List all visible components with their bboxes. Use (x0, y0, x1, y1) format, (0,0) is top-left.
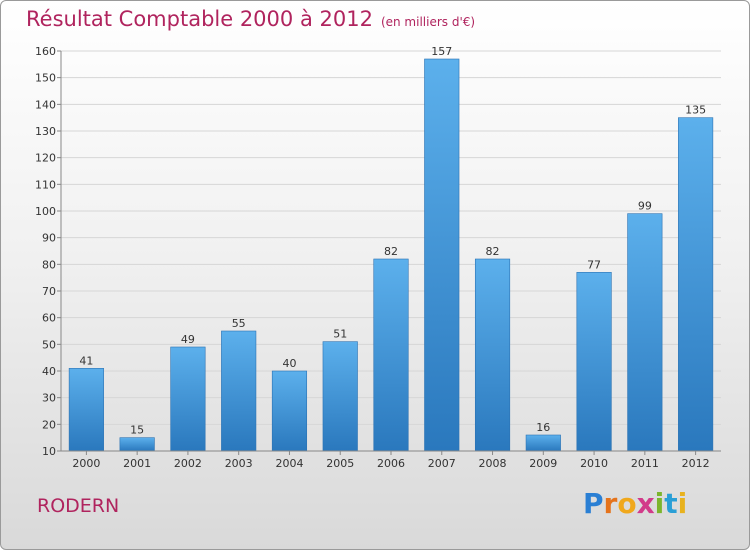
y-tick-label: 140 (35, 98, 56, 111)
x-tick-label: 2012 (682, 457, 710, 470)
logo-letter: i (654, 487, 665, 520)
y-tick-label: 160 (35, 45, 56, 58)
data-label-2005: 51 (333, 328, 347, 341)
logo-letter: r (603, 487, 618, 520)
data-label-2007: 157 (431, 45, 452, 58)
bars: 41 15 49 55 40 51 82 157 82 16 77 99 135 (68, 45, 714, 452)
chart-subtitle: (en milliers d'€) (380, 15, 476, 29)
bar-2009 (525, 434, 561, 452)
data-label-2003: 55 (232, 317, 246, 330)
bar-2010 (576, 272, 612, 452)
x-tick-label: 2004 (275, 457, 303, 470)
chart-title: Résultat Comptable 2000 à 2012 (en millie… (26, 7, 475, 31)
logo-letter: x (636, 487, 655, 520)
y-tick-label: 10 (42, 445, 56, 458)
bar-2005 (322, 341, 358, 452)
y-tick-label: 70 (42, 285, 56, 298)
x-tick-label: 2005 (326, 457, 354, 470)
bar-2012 (678, 117, 714, 452)
bar-2000 (68, 368, 104, 452)
title-text: Résultat Comptable 2000 à 2012 (26, 7, 373, 31)
bar-2004 (271, 370, 308, 452)
y-tick-label: 20 (42, 418, 56, 431)
logo-letter: o (617, 487, 637, 520)
x-tick-label: 2010 (580, 457, 608, 470)
x-tick-label: 2007 (428, 457, 456, 470)
x-tick-label: 2006 (377, 457, 405, 470)
logo-letter: P (583, 487, 604, 520)
data-label-2011: 99 (638, 200, 652, 213)
x-tick-label: 2009 (529, 457, 557, 470)
x-tick-label: 2001 (123, 457, 151, 470)
y-tick-label: 110 (35, 178, 56, 191)
x-tick-label: 2011 (631, 457, 659, 470)
bar-2008 (474, 258, 511, 452)
y-tick-label: 30 (42, 392, 56, 405)
bar-2011 (627, 213, 663, 452)
y-tick-label: 60 (42, 312, 56, 325)
y-tick-label: 40 (42, 365, 56, 378)
data-label-2004: 40 (282, 357, 296, 370)
data-label-2002: 49 (181, 333, 195, 346)
x-tick-label: 2008 (479, 457, 507, 470)
logo-letter: t (664, 487, 678, 520)
x-tick-label: 2003 (225, 457, 253, 470)
bar-2001 (119, 437, 155, 452)
data-label-2000: 41 (79, 354, 93, 367)
x-tick-label: 2000 (72, 457, 100, 470)
data-label-2006: 82 (384, 245, 398, 258)
bar-2002 (170, 346, 206, 452)
logo-letter: i (677, 487, 688, 520)
data-label-2009: 16 (536, 421, 550, 434)
proxiti-logo: Proxiti (583, 487, 687, 520)
place-name: RODERN (37, 495, 120, 517)
y-tick-label: 130 (35, 125, 56, 138)
y-tick-label: 150 (35, 72, 56, 85)
y-tick-label: 100 (35, 205, 56, 218)
bar-2007 (424, 58, 460, 452)
data-label-2012: 135 (685, 104, 706, 117)
y-tick-label: 80 (42, 258, 56, 271)
x-tick-label: 2002 (174, 457, 202, 470)
data-label-2008: 82 (486, 245, 500, 258)
bar-2006 (373, 258, 409, 452)
data-label-2001: 15 (130, 424, 144, 437)
y-tick-label: 50 (42, 338, 56, 351)
data-label-2010: 77 (587, 258, 601, 271)
bar-2003 (221, 330, 257, 452)
y-tick-label: 90 (42, 232, 56, 245)
y-tick-label: 120 (35, 152, 56, 165)
axes: 10 20 30 40 50 60 70 80 90 100 110 120 130 140 150 160 2… (35, 45, 721, 470)
